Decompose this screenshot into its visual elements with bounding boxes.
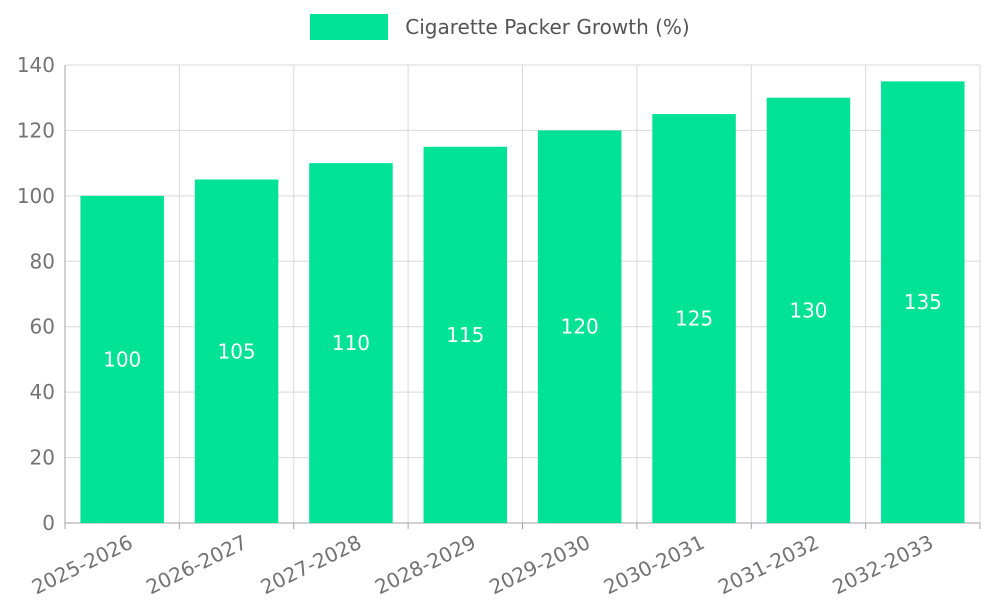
x-tick-label: 2026-2027 — [142, 530, 251, 599]
y-tick-label: 0 — [42, 511, 55, 535]
bar — [766, 97, 851, 523]
bar — [194, 179, 279, 523]
y-tick-label: 60 — [30, 315, 55, 339]
chart-legend[interactable]: Cigarette Packer Growth (%) — [0, 14, 1000, 40]
x-tick-label: 2025-2026 — [28, 530, 137, 599]
bar-value-label: 120 — [561, 315, 599, 339]
bar-value-label: 110 — [332, 331, 370, 355]
x-tick-label: 2031-2032 — [714, 530, 823, 599]
x-tick-label: 2027-2028 — [257, 530, 366, 599]
bar-value-label: 130 — [789, 298, 827, 322]
legend-label: Cigarette Packer Growth (%) — [405, 15, 690, 39]
bar — [80, 195, 164, 523]
x-tick-label: 2028-2029 — [371, 530, 480, 599]
y-tick-label: 140 — [17, 53, 55, 77]
bar — [537, 130, 622, 523]
x-tick-label: 2030-2031 — [600, 530, 709, 599]
bar — [423, 146, 508, 524]
bar-value-label: 135 — [904, 290, 942, 314]
bar-value-label: 100 — [103, 347, 141, 371]
y-tick-label: 40 — [30, 380, 55, 404]
bar — [881, 81, 965, 523]
y-tick-label: 20 — [30, 446, 55, 470]
bar — [309, 163, 393, 523]
y-tick-label: 80 — [30, 249, 55, 273]
bar-value-label: 115 — [446, 323, 484, 347]
x-tick-label: 2032-2033 — [829, 530, 938, 599]
y-tick-label: 120 — [17, 118, 55, 142]
bar-value-label: 105 — [217, 339, 255, 363]
x-tick-label: 2029-2030 — [485, 530, 594, 599]
y-tick-label: 100 — [17, 184, 55, 208]
bar-value-label: 125 — [675, 307, 713, 331]
bar — [652, 114, 736, 524]
legend-swatch — [310, 14, 389, 40]
